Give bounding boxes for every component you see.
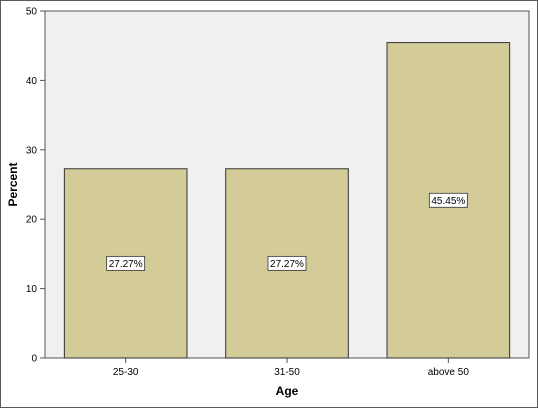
x-axis-ticks: 25-30 31-50 above 50 [113, 358, 469, 378]
y-tick-label: 30 [26, 145, 38, 156]
y-tick-label: 40 [26, 76, 38, 87]
data-label-box [106, 255, 146, 271]
x-tick-label: 31-50 [274, 367, 300, 378]
x-tick-label: 25-30 [113, 367, 139, 378]
y-axis-ticks: 0 10 20 30 40 50 [26, 7, 45, 365]
data-label-box [267, 255, 307, 271]
data-label-box [428, 192, 468, 208]
bars [63, 42, 511, 359]
data-labels: 27.27% 27.27% 45.45% [106, 192, 468, 271]
x-axis-title: Age [276, 384, 299, 398]
data-label: 27.27% [270, 259, 304, 270]
y-tick-label: 50 [26, 7, 38, 18]
x-tick-label: above 50 [428, 367, 470, 378]
y-axis-title: Percent [6, 162, 20, 206]
y-tick-label: 0 [31, 354, 37, 365]
y-tick-label: 10 [26, 284, 38, 295]
y-tick-label: 20 [26, 215, 38, 226]
data-label: 45.45% [431, 196, 465, 207]
data-label: 27.27% [109, 259, 143, 270]
